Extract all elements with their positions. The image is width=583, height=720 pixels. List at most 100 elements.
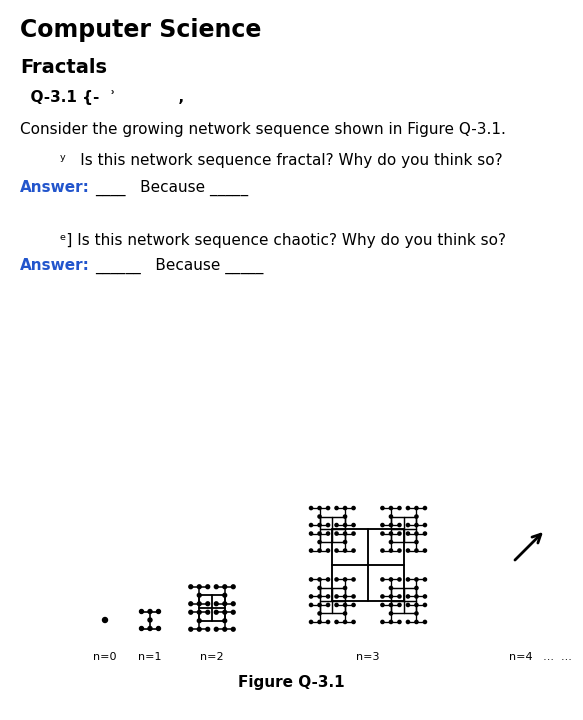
Circle shape [406,603,409,606]
Circle shape [326,621,329,624]
Circle shape [198,593,201,597]
Circle shape [398,532,401,535]
Circle shape [148,610,152,613]
Circle shape [423,523,427,526]
Circle shape [335,621,338,624]
Text: ᵉ] Is this network sequence chaotic? Why do you think so?: ᵉ] Is this network sequence chaotic? Why… [60,233,506,248]
Circle shape [335,532,338,535]
Circle shape [206,611,210,614]
Circle shape [389,621,392,624]
Text: n=3: n=3 [356,652,380,662]
Circle shape [423,532,427,535]
Circle shape [223,627,227,631]
Circle shape [335,603,338,606]
Circle shape [189,611,192,614]
Circle shape [206,585,210,589]
Circle shape [318,549,321,552]
Circle shape [326,578,329,581]
Circle shape [381,603,384,606]
Circle shape [335,549,338,552]
Circle shape [343,595,347,598]
Circle shape [389,578,392,581]
Text: n=1: n=1 [138,652,161,662]
Circle shape [310,595,312,598]
Circle shape [415,549,418,552]
Circle shape [231,627,235,631]
Circle shape [381,506,384,510]
Circle shape [343,532,347,535]
Circle shape [343,506,347,510]
Circle shape [335,506,338,510]
Circle shape [398,523,401,526]
Text: Q-3.1 {-  ʾ            ,: Q-3.1 {- ʾ , [20,90,184,105]
Circle shape [352,549,355,552]
Circle shape [398,595,401,598]
Circle shape [310,532,312,535]
Circle shape [415,532,418,535]
Circle shape [326,595,329,598]
Circle shape [415,586,418,590]
Circle shape [352,506,355,510]
Circle shape [335,523,338,526]
Circle shape [381,549,384,552]
Circle shape [343,578,347,581]
Circle shape [318,515,321,518]
Circle shape [381,578,384,581]
Circle shape [318,578,321,581]
Circle shape [398,578,401,581]
Circle shape [223,619,227,623]
Text: n=4   ...  ...: n=4 ... ... [508,652,571,662]
Circle shape [415,595,418,598]
Circle shape [215,627,218,631]
Circle shape [189,585,192,589]
Circle shape [318,621,321,624]
Circle shape [318,603,321,606]
Circle shape [223,611,227,614]
Circle shape [389,595,392,598]
Circle shape [352,578,355,581]
Circle shape [406,506,409,510]
Circle shape [415,578,418,581]
Circle shape [189,627,192,631]
Circle shape [198,585,201,589]
Circle shape [326,523,329,526]
Circle shape [415,621,418,624]
Circle shape [406,621,409,624]
Circle shape [406,549,409,552]
Circle shape [415,541,418,544]
Circle shape [215,602,218,606]
Circle shape [389,523,392,526]
Circle shape [335,578,338,581]
Circle shape [189,602,192,606]
Circle shape [389,549,392,552]
Circle shape [206,627,210,631]
Text: n=2: n=2 [200,652,224,662]
Circle shape [343,586,347,590]
Circle shape [343,523,347,526]
Circle shape [398,603,401,606]
Circle shape [223,602,227,606]
Text: Answer:: Answer: [20,180,90,195]
Circle shape [423,506,427,510]
Circle shape [398,549,401,552]
Circle shape [423,549,427,552]
Circle shape [198,619,201,623]
Circle shape [415,612,418,615]
Circle shape [318,506,321,510]
Circle shape [406,523,409,526]
Circle shape [326,532,329,535]
Circle shape [206,602,210,606]
Circle shape [310,621,312,624]
Circle shape [156,610,160,613]
Text: Fractals: Fractals [20,58,107,77]
Circle shape [406,595,409,598]
Circle shape [318,523,321,526]
Text: ____   Because _____: ____ Because _____ [95,180,248,197]
Circle shape [343,515,347,518]
Circle shape [318,532,321,535]
Circle shape [335,595,338,598]
Text: Consider the growing network sequence shown in Figure Q-3.1.: Consider the growing network sequence sh… [20,122,506,137]
Circle shape [415,523,418,526]
Circle shape [415,515,418,518]
Circle shape [139,610,143,613]
